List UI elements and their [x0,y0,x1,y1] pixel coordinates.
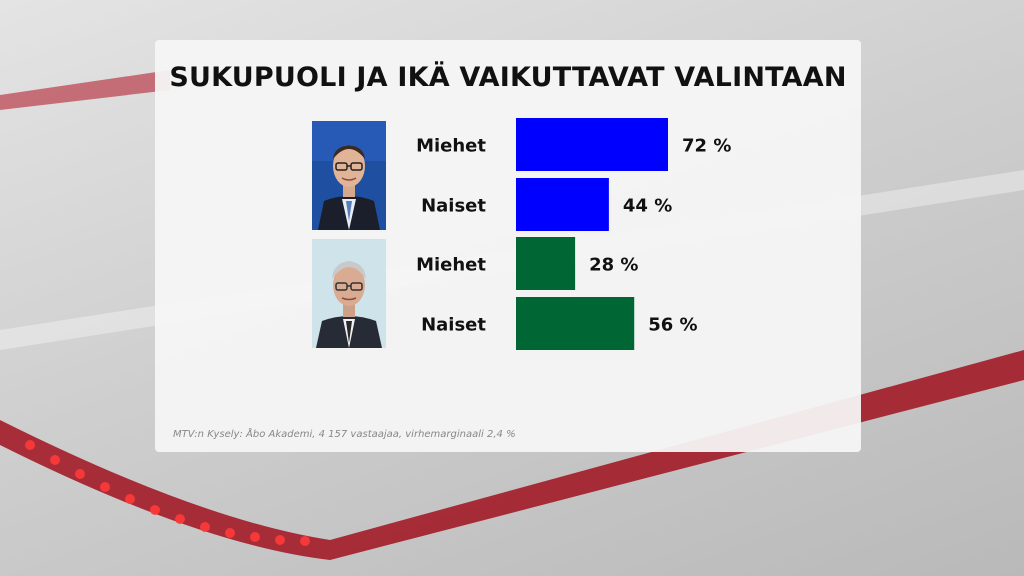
bar-1-naiset [516,178,609,231]
category-label: Miehet [416,255,486,276]
bar-2-naiset [516,297,635,350]
value-label: 28 % [589,255,638,276]
value-label: 56 % [648,315,697,336]
bar-chart: Miehet 72 % Naiset 44 % Miehet 28 % Naiset 56 % [416,118,731,350]
category-label: Naiset [421,315,486,336]
category-label: Miehet [416,136,486,157]
chart-card: SUKUPUOLI JA IKÄ VAIKUTTAVAT VALINTAAN [155,40,861,452]
category-label: Naiset [421,196,486,217]
candidate-photo-1 [312,121,386,230]
value-label: 44 % [623,196,672,217]
bar-1-miehet [516,118,668,171]
chart-title: SUKUPUOLI JA IKÄ VAIKUTTAVAT VALINTAAN [169,62,847,93]
source-note: MTV:n Kysely: Åbo Akademi, 4 157 vastaaj… [173,429,516,440]
bar-2-miehet [516,237,576,290]
candidate-photo-2 [312,239,386,348]
value-label: 72 % [682,136,731,157]
